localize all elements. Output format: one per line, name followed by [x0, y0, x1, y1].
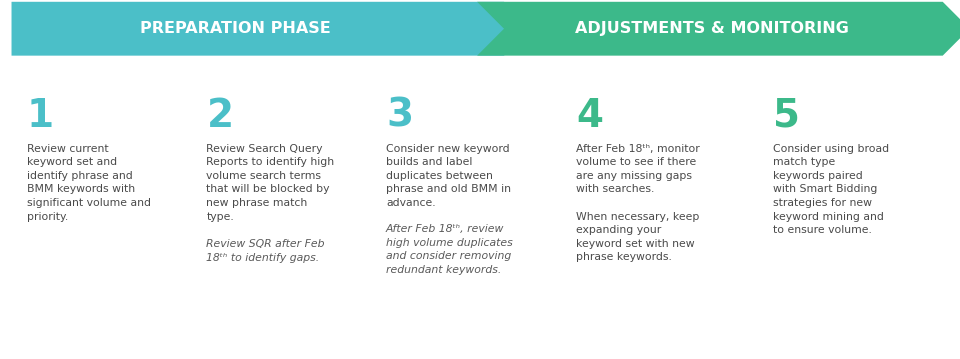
Text: Review SQR after Feb
18ᵗʰ to identify gaps.: Review SQR after Feb 18ᵗʰ to identify ga…	[206, 239, 324, 263]
Text: After Feb 18ᵗʰ, review
high volume duplicates
and consider removing
redundant ke: After Feb 18ᵗʰ, review high volume dupli…	[386, 224, 513, 275]
Text: 5: 5	[773, 97, 800, 135]
Text: 2: 2	[206, 97, 233, 135]
Polygon shape	[477, 2, 960, 56]
Text: 1: 1	[27, 97, 54, 135]
Text: Review Search Query
Reports to identify high
volume search terms
that will be bl: Review Search Query Reports to identify …	[206, 144, 334, 222]
Text: PREPARATION PHASE: PREPARATION PHASE	[140, 21, 330, 36]
Polygon shape	[12, 2, 531, 56]
Text: ADJUSTMENTS & MONITORING: ADJUSTMENTS & MONITORING	[575, 21, 850, 36]
Text: 4: 4	[576, 97, 603, 135]
Text: 3: 3	[386, 97, 413, 135]
Text: After Feb 18ᵗʰ, monitor
volume to see if there
are any missing gaps
with searche: After Feb 18ᵗʰ, monitor volume to see if…	[576, 144, 700, 262]
Text: Consider new keyword
builds and label
duplicates between
phrase and old BMM in
a: Consider new keyword builds and label du…	[386, 144, 511, 208]
Text: Consider using broad
match type
keywords paired
with Smart Bidding
strategies fo: Consider using broad match type keywords…	[773, 144, 889, 235]
Text: Review current
keyword set and
identify phrase and
BMM keywords with
significant: Review current keyword set and identify …	[27, 144, 151, 222]
